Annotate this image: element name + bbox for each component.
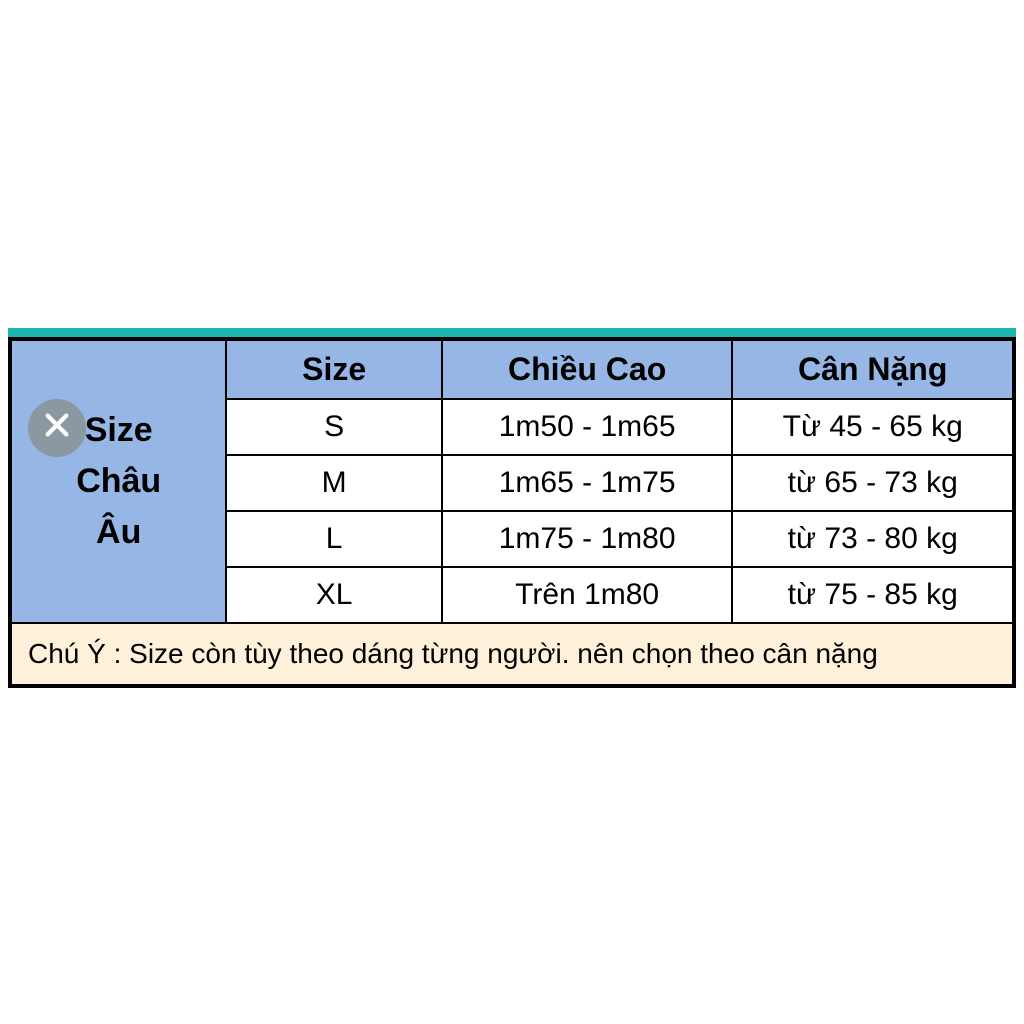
cell-weight: từ 75 - 85 kg <box>732 567 1013 623</box>
row-header-size-region: Size Châu Âu <box>11 340 226 623</box>
note-text: Chú Ý : Size còn tùy theo dáng từng ngườ… <box>11 623 1013 685</box>
col-header-weight: Cân Nặng <box>732 340 1013 399</box>
cell-weight: Từ 45 - 65 kg <box>732 399 1013 455</box>
cell-height: 1m75 - 1m80 <box>442 511 733 567</box>
row-header-line1: Size <box>85 411 153 449</box>
cell-size: M <box>226 455 441 511</box>
size-table: Size Châu Âu Size Chiều Cao Cân Nặng S 1… <box>10 339 1014 686</box>
row-header-line2: Châu <box>76 462 161 500</box>
col-header-height: Chiều Cao <box>442 340 733 399</box>
table-header-row: Size Châu Âu Size Chiều Cao Cân Nặng <box>11 340 1013 399</box>
cell-size: L <box>226 511 441 567</box>
close-icon <box>41 409 73 446</box>
cell-size: XL <box>226 567 441 623</box>
close-button[interactable] <box>28 399 86 457</box>
col-header-size: Size <box>226 340 441 399</box>
table-note-row: Chú Ý : Size còn tùy theo dáng từng ngườ… <box>11 623 1013 685</box>
cell-height: Trên 1m80 <box>442 567 733 623</box>
cell-weight: từ 65 - 73 kg <box>732 455 1013 511</box>
cell-height: 1m65 - 1m75 <box>442 455 733 511</box>
cell-height: 1m50 - 1m65 <box>442 399 733 455</box>
size-table-frame: Size Châu Âu Size Chiều Cao Cân Nặng S 1… <box>8 337 1016 688</box>
cell-size: S <box>226 399 441 455</box>
cell-weight: từ 73 - 80 kg <box>732 511 1013 567</box>
row-header-line3: Âu <box>96 513 141 551</box>
